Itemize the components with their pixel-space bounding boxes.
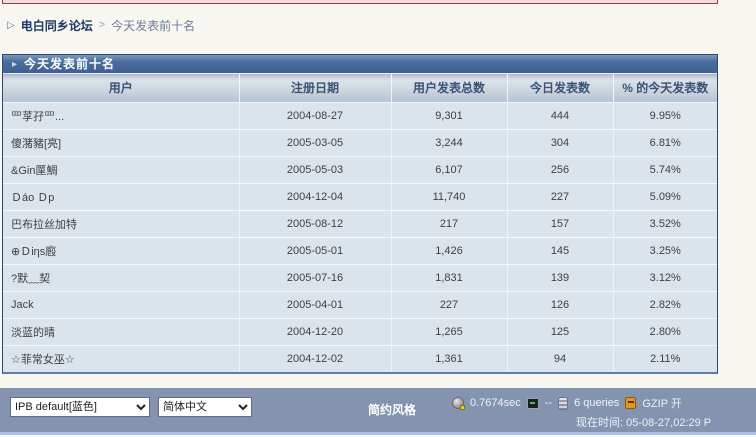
- percent-cell: 5.74%: [613, 156, 717, 184]
- percent-cell: 2.82%: [613, 291, 717, 319]
- regdate-cell: 2004-12-20: [239, 318, 392, 346]
- server-stats: 0.7674sec -- 6 queries GZIP 开: [452, 396, 682, 410]
- percent-cell: 5.09%: [613, 183, 717, 211]
- collapse-arrow-icon[interactable]: ▸: [12, 58, 18, 70]
- percent-cell: 3.52%: [613, 210, 717, 238]
- username-cell[interactable]: 傻潴豬[亮]: [3, 129, 240, 157]
- skin-select[interactable]: IPB default[蓝色]: [10, 397, 150, 417]
- total-posts-cell: 11,740: [391, 183, 508, 211]
- username-cell[interactable]: Jack: [3, 291, 240, 319]
- table-row: &Gin匰鯛 2005-05-03 6,107 256 5.74%: [3, 156, 717, 184]
- username-cell[interactable]: ☆菲常女巫☆: [3, 345, 240, 372]
- regdate-cell: 2005-05-01: [239, 237, 392, 265]
- total-posts-cell: 1,831: [391, 264, 508, 292]
- total-posts-cell: 6,107: [391, 156, 508, 184]
- column-header-total-posts: 用户发表总数: [391, 74, 508, 103]
- table-row: ?默﹏契 2005-07-16 1,831 139 3.12%: [3, 264, 717, 292]
- regdate-cell: 2005-07-16: [239, 264, 392, 292]
- username-cell[interactable]: 淡蓝的晴: [3, 318, 240, 346]
- percent-cell: 3.12%: [613, 264, 717, 292]
- server-load-icon: [526, 397, 539, 409]
- panel-title: 今天发表前十名: [24, 56, 116, 71]
- style-name-label: 简约风格: [368, 403, 417, 417]
- breadcrumb-forum-link[interactable]: 电白同乡论坛: [20, 18, 93, 33]
- table-row: 罒莩孖罒... 2004-08-27 9,301 444 9.95%: [3, 102, 717, 130]
- total-posts-cell: 1,265: [391, 318, 508, 346]
- total-posts-cell: 227: [391, 291, 508, 319]
- username-cell[interactable]: Ｄáo Ｄp: [3, 183, 240, 211]
- username-cell[interactable]: &Gin匰鯛: [3, 156, 240, 184]
- current-time: 现在时间: 05-08-27,02:29 P: [576, 417, 712, 429]
- total-posts-cell: 1,361: [391, 345, 508, 372]
- panel-title-bar: ▸ 今天发表前十名: [3, 55, 717, 74]
- username-cell[interactable]: 巴布拉丝加特: [3, 210, 240, 238]
- cutoff-banner: [2, 0, 718, 4]
- queries-count: 6 queries: [574, 397, 620, 409]
- today-posts-cell: 94: [507, 345, 614, 372]
- percent-cell: 3.25%: [613, 237, 717, 265]
- table-row: 淡蓝的晴 2004-12-20 1,265 125 2.80%: [3, 318, 717, 346]
- percent-cell: 2.80%: [613, 318, 717, 346]
- footer-divider: [0, 432, 756, 435]
- exec-time-value: 0.7674sec: [470, 397, 521, 409]
- language-select[interactable]: 简体中文: [158, 397, 252, 417]
- table-row: Ｄáo Ｄp 2004-12-04 11,740 227 5.09%: [3, 183, 717, 211]
- regdate-cell: 2004-12-02: [239, 345, 392, 372]
- regdate-cell: 2004-12-04: [239, 183, 392, 211]
- top-posters-panel: ▸ 今天发表前十名 用户 注册日期 用户发表总数 今日发表数 % 的今天发表数 …: [2, 54, 718, 374]
- today-posts-cell: 256: [507, 156, 614, 184]
- top-posters-table: 用户 注册日期 用户发表总数 今日发表数 % 的今天发表数 罒莩孖罒... 20…: [3, 74, 717, 372]
- username-cell[interactable]: 罒莩孖罒...: [3, 102, 240, 130]
- total-posts-cell: 217: [391, 210, 508, 238]
- regdate-cell: 2004-08-27: [239, 102, 392, 130]
- regdate-cell: 2005-03-05: [239, 129, 392, 157]
- footer-bar: IPB default[蓝色] 简体中文 简约风格 0.7674sec -- 6…: [0, 388, 756, 432]
- today-posts-cell: 227: [507, 183, 614, 211]
- today-posts-cell: 157: [507, 210, 614, 238]
- today-posts-cell: 444: [507, 102, 614, 130]
- database-icon: [558, 396, 569, 410]
- total-posts-cell: 1,426: [391, 237, 508, 265]
- column-header-percent: % 的今天发表数: [613, 74, 717, 103]
- today-posts-cell: 139: [507, 264, 614, 292]
- breadcrumb-arrow-icon: ▷: [7, 19, 15, 31]
- table-row: 傻潴豬[亮] 2005-03-05 3,244 304 6.81%: [3, 129, 717, 157]
- regdate-cell: 2005-08-12: [239, 210, 392, 238]
- percent-cell: 6.81%: [613, 129, 717, 157]
- column-header-today-posts: 今日发表数: [507, 74, 614, 103]
- today-posts-cell: 126: [507, 291, 614, 319]
- column-header-user: 用户: [3, 74, 240, 103]
- regdate-cell: 2005-05-03: [239, 156, 392, 184]
- table-row: ☆菲常女巫☆ 2004-12-02 1,361 94 2.11%: [3, 345, 717, 372]
- regdate-cell: 2005-04-01: [239, 291, 392, 319]
- breadcrumb-separator: >: [98, 19, 106, 31]
- percent-cell: 9.95%: [613, 102, 717, 130]
- exec-time-icon: [452, 397, 465, 410]
- today-posts-cell: 304: [507, 129, 614, 157]
- table-row: 巴布拉丝加特 2005-08-12 217 157 3.52%: [3, 210, 717, 238]
- username-cell[interactable]: ⊕Ｄiηs廏: [3, 237, 240, 265]
- gzip-status: GZIP 开: [642, 398, 682, 410]
- username-cell[interactable]: ?默﹏契: [3, 264, 240, 292]
- total-posts-cell: 9,301: [391, 102, 508, 130]
- table-body: 罒莩孖罒... 2004-08-27 9,301 444 9.95% 傻潴豬[亮…: [3, 102, 717, 372]
- server-load-value: --: [544, 397, 553, 409]
- table-row: ⊕Ｄiηs廏 2005-05-01 1,426 145 3.25%: [3, 237, 717, 265]
- table-header-row: 用户 注册日期 用户发表总数 今日发表数 % 的今天发表数: [3, 74, 717, 103]
- today-posts-cell: 145: [507, 237, 614, 265]
- breadcrumb-current-link[interactable]: 今天发表前十名: [111, 18, 196, 33]
- breadcrumb: ▷ 电白同乡论坛 > 今天发表前十名: [7, 17, 747, 33]
- percent-cell: 2.11%: [613, 345, 717, 372]
- today-posts-cell: 125: [507, 318, 614, 346]
- gzip-icon: [625, 397, 637, 409]
- column-header-regdate: 注册日期: [239, 74, 392, 103]
- total-posts-cell: 3,244: [391, 129, 508, 157]
- table-row: Jack 2005-04-01 227 126 2.82%: [3, 291, 717, 319]
